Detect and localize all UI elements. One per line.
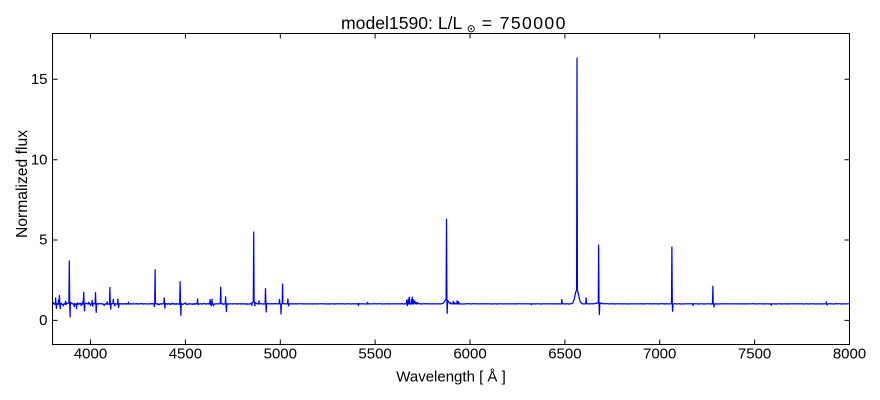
svg-text:15: 15: [31, 71, 48, 88]
svg-text:7000: 7000: [643, 346, 676, 363]
svg-text:Normalized flux: Normalized flux: [14, 130, 31, 238]
svg-text:= 750000: = 750000: [482, 13, 567, 33]
svg-text:5: 5: [39, 232, 47, 249]
svg-text:6500: 6500: [548, 346, 581, 363]
svg-text:0: 0: [39, 312, 47, 329]
svg-text:8000: 8000: [833, 346, 866, 363]
svg-text:5500: 5500: [358, 346, 391, 363]
svg-text:5000: 5000: [264, 346, 297, 363]
svg-text:6000: 6000: [453, 346, 486, 363]
svg-text:7500: 7500: [738, 346, 771, 363]
svg-text:4000: 4000: [74, 346, 107, 363]
svg-text:4500: 4500: [169, 346, 202, 363]
svg-text:model1590: L/L: model1590: L/L: [341, 13, 463, 33]
svg-text:10: 10: [31, 151, 48, 168]
svg-text:Wavelength [ Å ]: Wavelength [ Å ]: [396, 369, 506, 386]
